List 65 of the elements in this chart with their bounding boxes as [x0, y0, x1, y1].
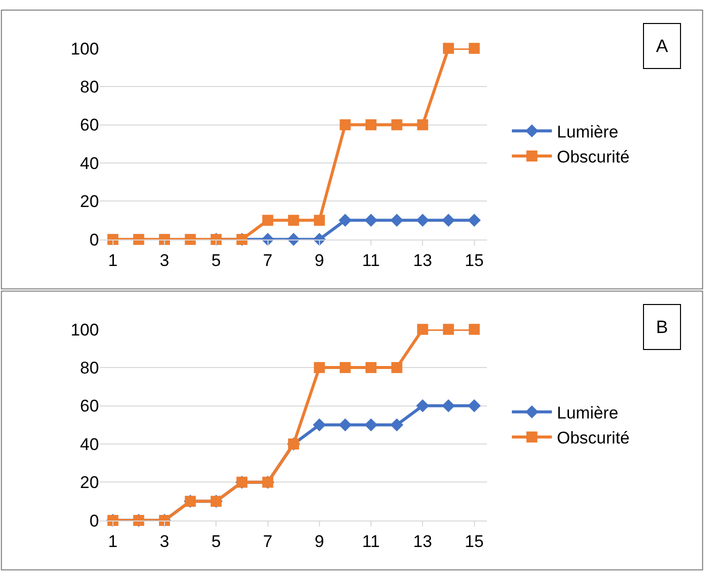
y-tick-label: 80	[80, 78, 99, 97]
x-tick-label: 5	[211, 250, 221, 270]
y-tick-label: 0	[90, 511, 99, 530]
text: A	[656, 36, 668, 56]
point	[468, 324, 480, 335]
y-tick-label: 100	[70, 39, 99, 58]
x-tick-label: 11	[362, 532, 380, 551]
point	[442, 324, 454, 335]
point	[416, 399, 430, 412]
y-tick-label: 80	[80, 358, 99, 378]
x-tick-label: 13	[413, 532, 432, 551]
point	[314, 362, 325, 374]
point	[366, 119, 377, 130]
point	[442, 42, 454, 54]
y-tick-label: 0	[90, 230, 99, 250]
point	[364, 418, 378, 432]
x-tick-label: 15	[464, 532, 484, 551]
point	[312, 418, 326, 432]
text: B	[656, 317, 668, 337]
point	[417, 119, 428, 130]
y-tick-label: 40	[80, 434, 99, 454]
point	[262, 214, 274, 226]
point	[184, 234, 196, 245]
x-tick-label: 15	[464, 250, 484, 270]
point	[288, 214, 300, 226]
x-tick-label: 3	[160, 532, 170, 551]
point	[391, 119, 402, 130]
point	[133, 234, 144, 245]
y-tick-label: 20	[80, 473, 99, 492]
point	[390, 418, 404, 432]
y-tick-label: 40	[80, 154, 99, 173]
x-tick-label: 7	[263, 532, 272, 551]
x-tick-label: 9	[314, 250, 324, 270]
point	[468, 42, 480, 54]
x-tick-label: 3	[160, 250, 170, 270]
x-tick-label: 9	[314, 532, 324, 551]
legend-label: Lumière	[556, 122, 618, 142]
point	[442, 214, 455, 227]
point	[417, 324, 428, 335]
y-tick-label: 20	[80, 192, 99, 212]
point	[468, 214, 481, 227]
y-tick-label: 60	[80, 116, 99, 135]
point	[390, 214, 404, 227]
x-tick-label: 1	[108, 532, 118, 551]
point	[338, 214, 352, 227]
x-tick-label: 13	[413, 250, 432, 270]
x-tick-label: 5	[211, 532, 221, 551]
legend-label: Obscurité	[556, 148, 630, 167]
point	[364, 214, 378, 227]
point	[391, 362, 402, 374]
y-tick-label: 60	[80, 396, 99, 416]
point	[340, 362, 351, 374]
legend-label: Obscurité	[556, 428, 630, 448]
legend-label: Lumière	[556, 404, 618, 423]
point	[366, 362, 377, 374]
point	[442, 399, 455, 412]
y-tick-label: 100	[70, 320, 99, 340]
x-tick-label: 1	[108, 250, 118, 270]
x-tick-label: 11	[362, 250, 380, 270]
point	[314, 214, 325, 226]
point	[416, 214, 430, 227]
point	[340, 119, 351, 130]
point	[468, 399, 481, 412]
x-tick-label: 7	[263, 250, 272, 270]
point	[338, 418, 352, 432]
